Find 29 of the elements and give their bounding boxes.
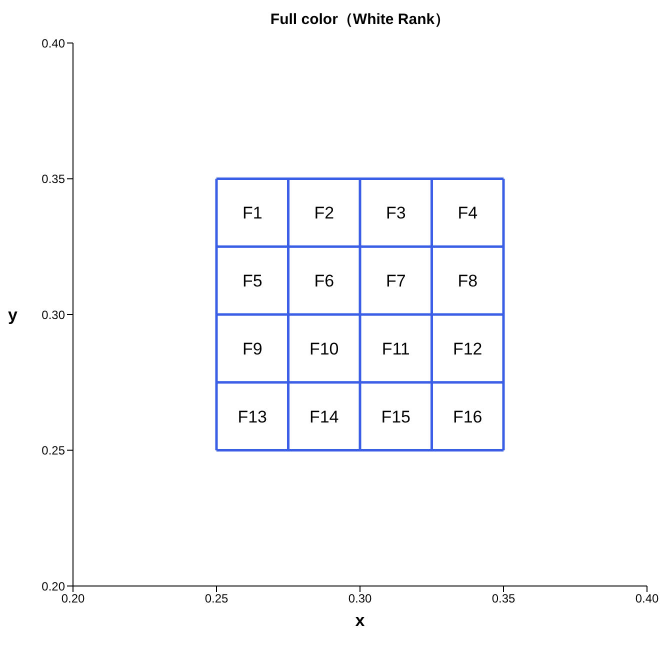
x-tick-label: 0.25 [204,592,228,606]
x-tick-label: 0.30 [348,592,372,606]
y-axis-title: y [8,306,18,325]
annotation: F15 [381,407,411,426]
x-tick-label: 0.40 [635,592,659,606]
y-tick-label: 0.40 [42,36,66,50]
x-tick-label: 0.20 [61,592,85,606]
y-tick-label: 0.20 [42,579,66,594]
annotation: F8 [458,272,478,291]
annotation: F5 [242,272,262,291]
y-tick-label: 0.30 [42,308,66,322]
y-tick-label: 0.35 [42,172,66,186]
annotation: F14 [309,407,339,426]
annotation: F11 [382,339,410,358]
annotation: F12 [452,339,482,358]
annotation: F13 [238,407,268,426]
annotation: F9 [242,339,262,358]
annotation: F7 [386,272,406,291]
annotation: F6 [314,272,334,291]
x-tick-label: 0.35 [492,592,516,606]
y-tick-label: 0.25 [42,444,66,458]
annotation: F2 [314,204,334,223]
chart-title: Full color（White Rank） [269,10,451,29]
annotation: F10 [309,339,339,358]
annotation: F3 [386,204,406,223]
x-axis-title: x [355,611,366,630]
annotation: F16 [452,407,482,426]
annotation: F4 [458,204,478,223]
annotation: F1 [242,204,262,223]
